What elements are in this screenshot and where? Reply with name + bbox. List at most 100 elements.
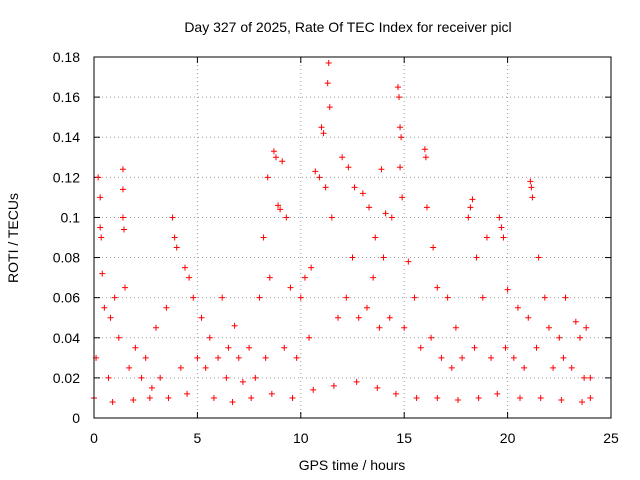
data-point <box>397 164 404 171</box>
data-point <box>572 318 579 325</box>
data-point <box>421 146 428 153</box>
data-point <box>246 344 253 351</box>
data-point <box>99 270 106 277</box>
data-point <box>181 264 188 271</box>
data-point <box>138 374 145 381</box>
data-point <box>351 184 358 191</box>
data-point <box>359 190 366 197</box>
data-point <box>417 344 424 351</box>
data-point <box>428 334 435 341</box>
data-point <box>510 354 517 361</box>
data-point <box>262 354 269 361</box>
y-tick-label: 0.1 <box>61 209 81 225</box>
data-point <box>293 354 300 361</box>
y-tick-label: 0.16 <box>53 89 80 105</box>
data-point <box>173 244 180 251</box>
data-point <box>219 294 226 301</box>
data-point <box>210 394 217 401</box>
data-point <box>397 124 404 131</box>
data-point <box>322 184 329 191</box>
data-point <box>521 364 528 371</box>
data-point <box>326 104 333 111</box>
data-point <box>120 226 127 233</box>
data-point <box>198 314 205 321</box>
data-point <box>190 294 197 301</box>
data-point <box>101 304 108 311</box>
data-point <box>225 344 232 351</box>
data-point <box>184 390 191 397</box>
data-point <box>434 284 441 291</box>
data-point <box>142 354 149 361</box>
data-point <box>97 194 104 201</box>
data-point <box>119 166 126 173</box>
data-point <box>386 314 393 321</box>
data-point <box>328 214 335 221</box>
data-point <box>473 254 480 261</box>
x-tick-label: 5 <box>194 430 202 446</box>
data-point <box>413 394 420 401</box>
y-tick-label: 0.14 <box>53 129 80 145</box>
data-point <box>343 294 350 301</box>
data-point <box>324 80 331 87</box>
data-point <box>448 364 455 371</box>
data-point <box>587 394 594 401</box>
data-point <box>335 314 342 321</box>
data-point <box>289 394 296 401</box>
data-point <box>239 378 246 385</box>
data-point <box>494 390 501 397</box>
data-point <box>169 214 176 221</box>
data-point <box>514 304 521 311</box>
data-point <box>256 294 263 301</box>
y-tick-label: 0.18 <box>53 49 80 65</box>
data-point <box>283 214 290 221</box>
data-point <box>380 254 387 261</box>
data-point <box>186 274 193 281</box>
data-point <box>469 196 476 203</box>
data-point <box>248 394 255 401</box>
data-point <box>396 94 403 101</box>
y-tick-label: 0.06 <box>53 290 80 306</box>
data-point <box>171 234 178 241</box>
data-point <box>422 154 429 161</box>
data-point <box>349 254 356 261</box>
data-point <box>177 364 184 371</box>
x-tick-label: 15 <box>396 430 412 446</box>
data-point <box>107 314 114 321</box>
data-point <box>252 374 259 381</box>
data-point <box>394 84 401 91</box>
y-tick-label: 0.04 <box>53 330 80 346</box>
data-point <box>444 294 451 301</box>
data-point <box>279 158 286 165</box>
data-point <box>528 184 535 191</box>
axis-ticks <box>93 56 612 419</box>
data-point <box>132 344 139 351</box>
data-point <box>550 364 557 371</box>
data-point <box>122 284 129 291</box>
data-point <box>558 396 565 403</box>
data-point <box>366 204 373 211</box>
data-point <box>479 294 486 301</box>
data-point <box>165 394 172 401</box>
data-point <box>272 154 279 161</box>
data-point <box>98 234 105 241</box>
data-point <box>312 168 319 175</box>
data-point <box>562 294 569 301</box>
data-point <box>527 178 534 185</box>
y-axis-label: ROTI / TECUs <box>5 193 21 283</box>
plot-frame <box>93 56 612 419</box>
data-point <box>583 324 590 331</box>
data-point <box>148 384 155 391</box>
data-point <box>206 334 213 341</box>
x-tick-label: 10 <box>293 430 309 446</box>
data-point <box>374 384 381 391</box>
data-point <box>146 394 153 401</box>
x-tick-label: 25 <box>603 430 619 446</box>
data-point <box>281 344 288 351</box>
data-point <box>411 294 418 301</box>
data-point <box>231 322 238 329</box>
data-point <box>579 398 586 405</box>
data-point <box>483 234 490 241</box>
data-point <box>325 60 332 67</box>
data-point <box>95 174 102 181</box>
